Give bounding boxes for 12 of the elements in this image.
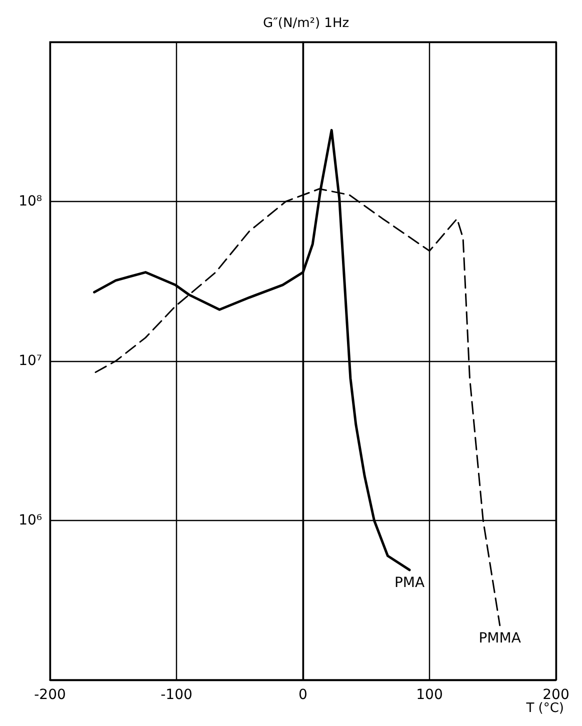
x-tick-label: 100 [416, 687, 443, 703]
x-tick-label: 0 [298, 687, 308, 703]
series-label: PMA [394, 574, 425, 591]
y-tick-label: 10⁷ [18, 353, 42, 369]
x-tick-label: 200 [542, 687, 570, 703]
y-tick-label: 10⁶ [18, 512, 42, 528]
y-axis-title: G″(N/m²) 1Hz [263, 16, 350, 31]
x-axis-title: T (°C) [525, 701, 564, 716]
series-label: PMMA [478, 630, 522, 646]
y-tick-label: 10⁸ [18, 194, 42, 210]
x-tick-label: -200 [34, 687, 66, 703]
x-tick-label: -100 [160, 687, 192, 703]
